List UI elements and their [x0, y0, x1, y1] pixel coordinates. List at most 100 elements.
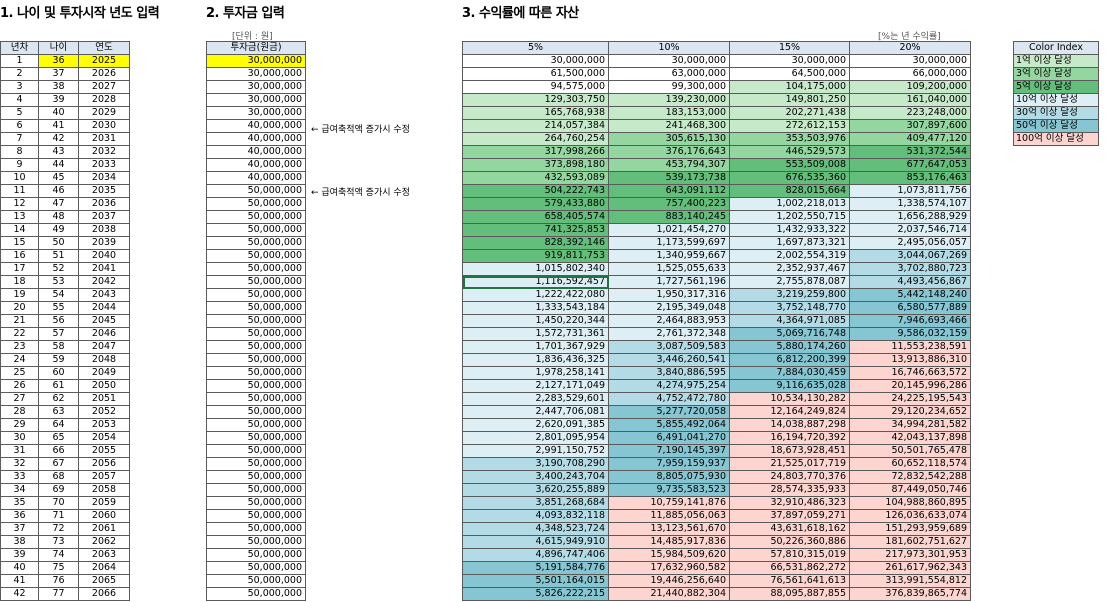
year-count-cell[interactable]: 28	[0, 405, 39, 419]
age-cell[interactable]: 60	[38, 366, 79, 380]
investment-cell[interactable]: 40,000,000	[206, 132, 306, 146]
asset-cell[interactable]: 919,811,753	[462, 249, 609, 263]
year-cell[interactable]: 2031	[78, 132, 130, 146]
asset-cell[interactable]: 531,372,544	[849, 145, 971, 159]
asset-cell[interactable]: 2,447,706,081	[462, 405, 609, 419]
year-cell[interactable]: 2032	[78, 145, 130, 159]
asset-cell[interactable]: 353,503,976	[729, 132, 850, 146]
age-cell[interactable]: 62	[38, 392, 79, 406]
asset-cell[interactable]: 181,602,751,627	[849, 535, 971, 549]
year-cell[interactable]: 2025	[78, 54, 130, 68]
asset-cell[interactable]: 376,839,865,774	[849, 587, 971, 601]
age-cell[interactable]: 49	[38, 223, 79, 237]
asset-cell[interactable]: 1,701,367,929	[462, 340, 609, 354]
investment-cell[interactable]: 40,000,000	[206, 119, 306, 133]
asset-cell[interactable]: 2,755,878,087	[729, 275, 850, 289]
asset-cell[interactable]: 11,885,056,063	[608, 509, 730, 523]
legend-item[interactable]: 1억 이상 달성	[1013, 54, 1099, 68]
investment-cell[interactable]: 50,000,000	[206, 379, 306, 393]
age-cell[interactable]: 65	[38, 431, 79, 445]
asset-cell[interactable]: 1,572,731,361	[462, 327, 609, 341]
asset-cell[interactable]: 1,333,543,184	[462, 301, 609, 315]
year-count-cell[interactable]: 18	[0, 275, 39, 289]
asset-cell[interactable]: 104,988,860,895	[849, 496, 971, 510]
asset-cell[interactable]: 2,037,546,714	[849, 223, 971, 237]
legend-item[interactable]: 5억 이상 달성	[1013, 80, 1099, 94]
year-count-cell[interactable]: 36	[0, 509, 39, 523]
asset-cell[interactable]: 30,000,000	[608, 54, 730, 68]
year-cell[interactable]: 2047	[78, 340, 130, 354]
year-cell[interactable]: 2066	[78, 587, 130, 601]
year-count-cell[interactable]: 16	[0, 249, 39, 263]
asset-cell[interactable]: 10,534,130,282	[729, 392, 850, 406]
age-cell[interactable]: 57	[38, 327, 79, 341]
year-count-cell[interactable]: 2	[0, 67, 39, 81]
investment-cell[interactable]: 30,000,000	[206, 80, 306, 94]
investment-cell[interactable]: 50,000,000	[206, 223, 306, 237]
year-count-cell[interactable]: 32	[0, 457, 39, 471]
year-cell[interactable]: 2026	[78, 67, 130, 81]
asset-cell[interactable]: 1,450,220,344	[462, 314, 609, 328]
header-rate-5[interactable]: 5%	[462, 41, 609, 55]
asset-cell[interactable]: 1,727,561,196	[608, 275, 730, 289]
year-count-cell[interactable]: 41	[0, 574, 39, 588]
year-count-cell[interactable]: 15	[0, 236, 39, 250]
asset-cell[interactable]: 109,200,000	[849, 80, 971, 94]
year-count-cell[interactable]: 21	[0, 314, 39, 328]
asset-cell[interactable]: 129,303,750	[462, 93, 609, 107]
year-cell[interactable]: 2042	[78, 275, 130, 289]
asset-cell[interactable]: 202,271,438	[729, 106, 850, 120]
header-investment[interactable]: 투자금(원금)	[206, 41, 306, 55]
age-cell[interactable]: 46	[38, 184, 79, 198]
investment-cell[interactable]: 30,000,000	[206, 93, 306, 107]
asset-cell[interactable]: 4,896,747,406	[462, 548, 609, 562]
asset-cell[interactable]: 223,248,000	[849, 106, 971, 120]
age-cell[interactable]: 43	[38, 145, 79, 159]
investment-cell[interactable]: 50,000,000	[206, 405, 306, 419]
investment-cell[interactable]: 30,000,000	[206, 106, 306, 120]
asset-cell[interactable]: 94,575,000	[462, 80, 609, 94]
investment-cell[interactable]: 50,000,000	[206, 314, 306, 328]
asset-cell[interactable]: 2,991,150,752	[462, 444, 609, 458]
asset-cell[interactable]: 7,884,030,459	[729, 366, 850, 380]
asset-cell[interactable]: 37,897,059,271	[729, 509, 850, 523]
header-rate-15[interactable]: 15%	[729, 41, 850, 55]
asset-cell[interactable]: 16,746,663,572	[849, 366, 971, 380]
age-cell[interactable]: 42	[38, 132, 79, 146]
investment-cell[interactable]: 50,000,000	[206, 301, 306, 315]
header-year[interactable]: 연도	[78, 41, 130, 55]
asset-cell[interactable]: 66,531,862,272	[729, 561, 850, 575]
asset-cell[interactable]: 4,348,523,724	[462, 522, 609, 536]
year-cell[interactable]: 2064	[78, 561, 130, 575]
asset-cell[interactable]: 2,195,349,048	[608, 301, 730, 315]
age-cell[interactable]: 56	[38, 314, 79, 328]
asset-cell[interactable]: 29,120,234,652	[849, 405, 971, 419]
age-cell[interactable]: 76	[38, 574, 79, 588]
age-cell[interactable]: 52	[38, 262, 79, 276]
header-rate-20[interactable]: 20%	[849, 41, 971, 55]
year-cell[interactable]: 2036	[78, 197, 130, 211]
year-count-cell[interactable]: 20	[0, 301, 39, 315]
asset-cell[interactable]: 1,432,933,322	[729, 223, 850, 237]
year-count-cell[interactable]: 12	[0, 197, 39, 211]
asset-cell[interactable]: 151,293,959,689	[849, 522, 971, 536]
asset-cell[interactable]: 5,442,148,240	[849, 288, 971, 302]
asset-cell[interactable]: 13,123,561,670	[608, 522, 730, 536]
asset-cell[interactable]: 1,222,422,080	[462, 288, 609, 302]
age-cell[interactable]: 44	[38, 158, 79, 172]
year-count-cell[interactable]: 1	[0, 54, 39, 68]
asset-cell[interactable]: 32,910,486,323	[729, 496, 850, 510]
year-cell[interactable]: 2050	[78, 379, 130, 393]
asset-cell[interactable]: 5,191,584,776	[462, 561, 609, 575]
year-count-cell[interactable]: 25	[0, 366, 39, 380]
year-cell[interactable]: 2030	[78, 119, 130, 133]
year-cell[interactable]: 2061	[78, 522, 130, 536]
asset-cell[interactable]: 3,620,255,889	[462, 483, 609, 497]
year-cell[interactable]: 2051	[78, 392, 130, 406]
year-count-cell[interactable]: 10	[0, 171, 39, 185]
asset-cell[interactable]: 161,040,000	[849, 93, 971, 107]
asset-cell[interactable]: 149,801,250	[729, 93, 850, 107]
investment-cell[interactable]: 50,000,000	[206, 496, 306, 510]
asset-cell[interactable]: 21,440,882,304	[608, 587, 730, 601]
asset-cell[interactable]: 376,176,643	[608, 145, 730, 159]
